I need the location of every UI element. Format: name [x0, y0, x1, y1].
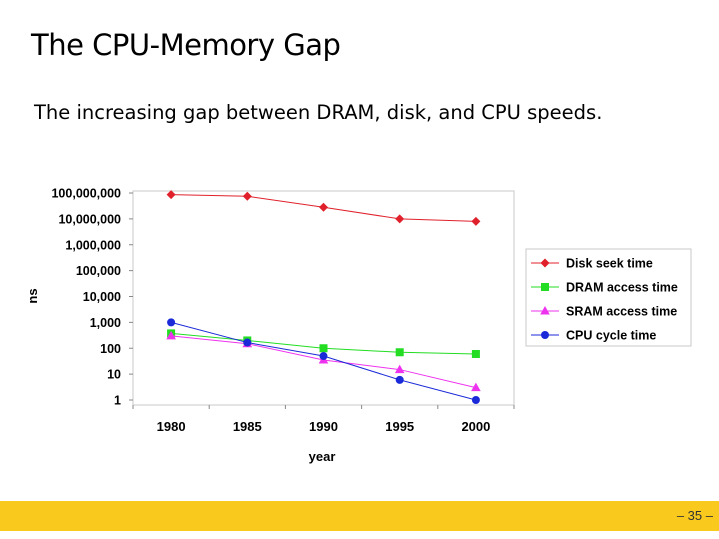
legend-label: DRAM access time	[566, 281, 678, 295]
data-point	[395, 348, 404, 357]
slide-subtitle: The increasing gap between DRAM, disk, a…	[34, 101, 603, 124]
y-tick-label: 10,000	[83, 290, 121, 304]
series-circle	[167, 318, 480, 404]
plot-area	[132, 190, 515, 406]
data-point	[395, 375, 404, 384]
legend-marker	[541, 283, 549, 291]
legend-marker	[540, 258, 550, 268]
data-point	[242, 191, 252, 201]
data-point	[395, 214, 405, 224]
data-point	[319, 352, 328, 361]
series-triangle	[166, 330, 481, 392]
footer-bar: – 35 –	[0, 501, 719, 531]
y-tick-label: 1,000,000	[65, 238, 121, 252]
y-axis-label: ns	[25, 288, 40, 303]
y-tick-label: 10,000,000	[58, 212, 121, 226]
data-point	[471, 396, 480, 404]
y-tick-label: 100	[100, 342, 121, 356]
legend-item: CPU cycle time	[531, 329, 656, 343]
x-tick-label: 1995	[385, 419, 414, 434]
data-point	[166, 330, 176, 340]
y-tick-label: 10	[107, 368, 121, 382]
legend-label: CPU cycle time	[566, 329, 656, 343]
legend-label: SRAM access time	[566, 305, 677, 319]
data-point	[394, 364, 405, 374]
series-diamond	[166, 190, 481, 226]
x-tick-label: 1980	[157, 419, 186, 434]
slide-title: The CPU-Memory Gap	[31, 28, 341, 62]
data-point	[319, 202, 328, 212]
data-point	[319, 344, 328, 353]
legend-label: Disk seek time	[566, 257, 653, 271]
legend-item: DRAM access time	[531, 281, 678, 295]
data-point	[471, 382, 481, 392]
page-number: – 35 –	[676, 508, 713, 523]
data-point	[243, 338, 252, 347]
y-tick-label: 1	[114, 394, 121, 408]
data-point	[166, 190, 176, 200]
x-tick-label: 2000	[461, 419, 490, 434]
legend-item: SRAM access time	[531, 305, 677, 319]
data-point	[167, 318, 176, 327]
legend-marker	[541, 331, 549, 339]
legend-box	[525, 248, 692, 347]
data-point	[471, 216, 481, 226]
y-tick-label: 100,000,000	[51, 187, 121, 201]
y-tick-label: 100,000	[76, 264, 121, 278]
legend-marker	[540, 306, 550, 315]
y-tick-label: 1,000	[90, 316, 121, 330]
legend-item: Disk seek time	[531, 257, 653, 271]
x-axis-label: year	[309, 449, 336, 464]
cpu-memory-gap-chart: 1 10 100 1,000 10,000 100,000 1,000,000 10,000,…	[25, 187, 692, 464]
x-tick-label: 1985	[233, 419, 262, 434]
x-tick-label: 1990	[309, 419, 338, 434]
data-point	[471, 349, 480, 358]
